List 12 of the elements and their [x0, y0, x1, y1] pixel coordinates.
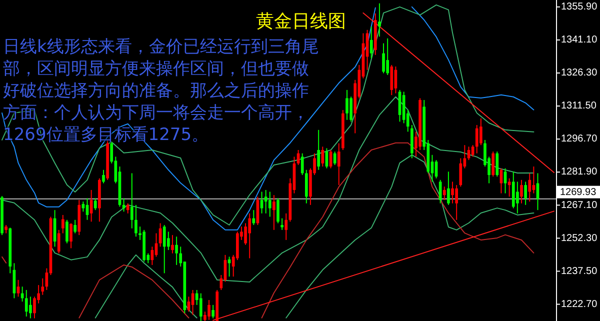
y-tick-label: 1252.30: [561, 232, 598, 244]
y-tick-label: 1311.50: [561, 100, 597, 112]
y-tick-label: 1355.90: [561, 2, 598, 13]
y-tick-label: 1281.90: [561, 166, 598, 178]
ref-line-label: 1269.93: [560, 186, 597, 198]
y-tick-label: 1237.50: [561, 266, 598, 277]
title: 黄金日线图: [256, 11, 346, 32]
y-tick-label: 1296.70: [561, 134, 598, 145]
y-tick-label: 1341.10: [561, 34, 598, 46]
y-tick-label: 1326.30: [561, 68, 598, 79]
y-tick-label: 1267.10: [561, 200, 598, 211]
y-tick-label: 1222.70: [561, 298, 598, 310]
